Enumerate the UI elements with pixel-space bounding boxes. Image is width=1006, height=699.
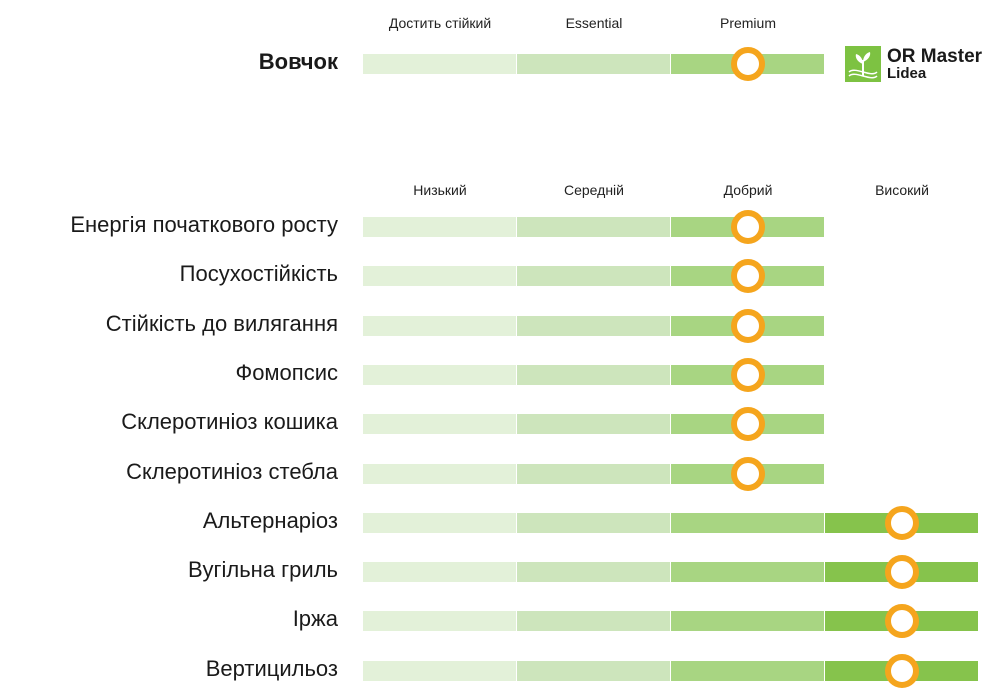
rating-marker (731, 456, 765, 491)
rating-marker (731, 308, 765, 343)
row-label: Вовчок (258, 49, 338, 74)
bar-segment (517, 463, 670, 484)
rating-marker (885, 505, 919, 540)
bar-segment (517, 315, 670, 336)
bar-segment (671, 660, 824, 681)
bar-segment (363, 512, 516, 533)
rating-marker (731, 357, 765, 392)
rating-marker (731, 407, 765, 442)
bar-segment (671, 512, 824, 533)
bar-segment (517, 54, 670, 74)
bar-segment (517, 364, 670, 385)
rating-marker (885, 604, 919, 639)
bar-segment (517, 512, 670, 533)
rating-marker (731, 47, 765, 81)
bar-segment (363, 217, 516, 237)
row-label: Іржа (292, 606, 338, 632)
level-header: Достить стійкий (388, 15, 492, 31)
bar-segment (517, 217, 670, 237)
bar-segment (671, 562, 824, 583)
level-header: Essential (565, 15, 623, 31)
bar-segment (363, 266, 516, 287)
level-header: Premium (719, 15, 776, 31)
bar-segment (363, 463, 516, 484)
bar-segment (363, 315, 516, 336)
row-label: Фомопсис (235, 359, 338, 385)
bar-segment (363, 562, 516, 583)
level-header: Високий (875, 182, 929, 198)
row-label: Вертицильоз (205, 655, 338, 681)
row-label: Стійкість до вилягання (105, 310, 338, 336)
bar-segment (517, 611, 670, 632)
bar-segment (671, 611, 824, 632)
bar-segment (363, 660, 516, 681)
row-label: Енергія початкового росту (70, 212, 338, 237)
logo-subtitle: Lidea (887, 65, 927, 82)
bar-segment (363, 414, 516, 435)
row-label: Склеротиніоз кошика (121, 409, 338, 435)
rating-marker (885, 555, 919, 590)
rating-marker (731, 259, 765, 294)
bar-segment (363, 54, 516, 74)
level-header: Низький (413, 182, 467, 198)
logo-title: OR Master (887, 46, 983, 67)
bar-segment (517, 266, 670, 287)
level-header: Добрий (723, 182, 773, 198)
row-label: Склеротиніоз стебла (126, 458, 338, 484)
sprout-dna-icon (845, 46, 881, 82)
bar-segment (363, 611, 516, 632)
bar-segment (517, 660, 670, 681)
bar-segment (363, 364, 516, 385)
bar-segment (517, 414, 670, 435)
level-header: Середній (564, 182, 624, 198)
rating-marker (731, 210, 765, 244)
row-label: Вугільна гриль (188, 557, 338, 583)
row-label: Посухостійкість (179, 261, 338, 287)
bar-segment (517, 562, 670, 583)
row-label: Альтернаріоз (202, 507, 338, 533)
rating-marker (885, 653, 919, 688)
